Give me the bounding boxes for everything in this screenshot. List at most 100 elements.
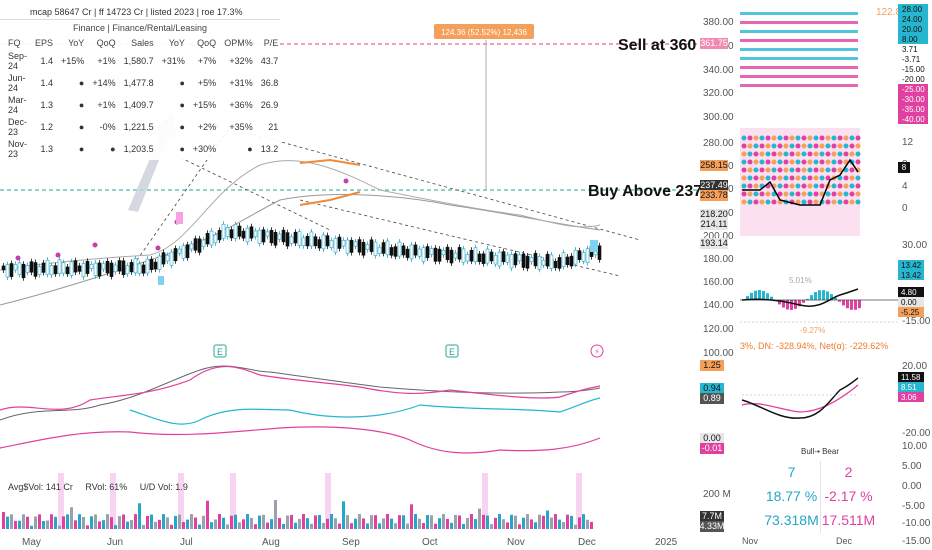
table-cell: 1,203.5 (123, 144, 154, 154)
stock-header: mcap 58647 Cr | ff 14723 Cr | listed 202… (0, 4, 280, 20)
svg-text:7.7M: 7.7M (702, 511, 722, 521)
hist-tag: 4.80 (901, 288, 917, 297)
table-cell: +1% (97, 56, 116, 66)
bull-bear-panel: Bull-▪ Bear 7 2 18.77 % -2.17 % 73.318M … (764, 447, 876, 533)
time-tick: May (22, 537, 41, 548)
time-tick: Dec (578, 537, 596, 548)
table-cell: Jun-24 (8, 73, 26, 93)
right-scale-label: -3.71 (902, 55, 921, 64)
svg-text:0.94: 0.94 (703, 383, 721, 393)
table-cell: ● (179, 122, 185, 132)
right-top-value: 122.89 (876, 7, 907, 18)
table-cell: +14% (92, 78, 116, 88)
right-scale-label: 28.00 (902, 5, 923, 14)
trend-line-up (129, 129, 229, 271)
table-cell: +36% (229, 100, 253, 110)
table-header-cell: QoQ (197, 38, 217, 48)
hist-tick: 30.00 (902, 240, 927, 251)
listed-year: listed 2023 (150, 7, 195, 17)
price-tags: 361.75 258.15 237.49 233.78 218.20 214.1… (699, 38, 728, 532)
candlesticks (1, 123, 602, 285)
hist-label-neg: -9.27% (800, 326, 825, 335)
table-header-cell: Sales (131, 38, 154, 48)
time-tick: Oct (422, 537, 438, 548)
table-cell: 36.8 (260, 78, 279, 88)
split-event-icon[interactable]: ⚡ (590, 344, 604, 358)
price-tick: 200 M (703, 489, 731, 500)
svg-text:361.75: 361.75 (700, 38, 728, 48)
time-axis: May Jun Jul Aug Sep Oct Nov Dec 2025 (22, 537, 678, 548)
time-tick: Jun (107, 537, 123, 548)
mcap: mcap 58647 Cr (30, 7, 92, 17)
table-header-cell: OPM% (224, 38, 253, 48)
table-cell: 1,580.7 (123, 56, 154, 66)
ma-slow (0, 194, 601, 306)
table-cell: +31% (161, 56, 185, 66)
channel-bottom (299, 199, 621, 277)
macd-tag: 8.51 (901, 383, 917, 392)
sell-annotation: Sell at 360 (618, 37, 696, 54)
svg-text:E: E (449, 347, 455, 357)
macd-tick: 5.00 (902, 461, 922, 472)
table-cell: +31% (229, 78, 253, 88)
right-scale-label: -25.00 (902, 85, 925, 94)
hist-tag: 13.42 (901, 261, 922, 270)
price-tick: 200.00 (703, 231, 734, 242)
hist-label-pos: 5.01% (789, 276, 812, 285)
hist-tag: -5.25 (901, 308, 920, 317)
table-cell: +7% (197, 56, 217, 66)
macd-tick: 0.00 (902, 481, 922, 492)
channel-mid (174, 154, 331, 231)
table-cell: 1.2 (40, 122, 54, 132)
indicator-line-cyan (129, 397, 601, 425)
measure-label: 124.36 (52.52%) 12,436 (441, 28, 527, 37)
table-header-cell: QoQ (96, 38, 116, 48)
channel-top (229, 127, 641, 241)
table-header-cell: EPS (35, 38, 54, 48)
svg-text:4.33M: 4.33M (699, 521, 724, 531)
table-cell: ● (179, 100, 185, 110)
macd-tag: 3.06 (901, 393, 917, 402)
table-cell: +1% (97, 100, 116, 110)
table-cell: 1.4 (40, 78, 54, 88)
table-header-cell: YoY (68, 38, 85, 48)
table-cell: +32% (229, 56, 253, 66)
roe: roe 17.3% (201, 7, 243, 17)
time-tick: Sep (342, 537, 360, 548)
right-panel: 122.89 28.0024.0020.008.003.71-3.71-15.0… (740, 4, 931, 547)
table-cell: ● (78, 100, 85, 110)
sector-label: Finance | Finance/Rental/Leasing (73, 23, 207, 33)
table-header-cell: P/E (263, 38, 279, 48)
up-down-volume: U/D Vol: 1.9 (139, 482, 188, 492)
price-tick: 180.00 (703, 254, 734, 265)
right-scale-label: -30.00 (902, 95, 925, 104)
svg-text:193.14: 193.14 (700, 238, 728, 248)
table-row: Mar-24 1.3 ● +1% 1,409.7 ● +15% +36% 26.9 (0, 94, 282, 116)
right-scale-label: -15.00 (902, 65, 925, 74)
price-tick: 320.00 (703, 88, 734, 99)
table-cell: 1.4 (40, 56, 54, 66)
macd-tick: -5.00 (902, 501, 925, 512)
macd-tick: -15.00 (902, 536, 931, 547)
svg-text:233.78: 233.78 (700, 190, 728, 200)
earnings-event-2[interactable]: E (445, 344, 459, 358)
table-cell: 43.7 (260, 56, 279, 66)
table-cell: Mar-24 (8, 95, 27, 115)
table-row: Jun-24 1.4 ● +14% 1,477.8 ● +5% +31% 36.8 (0, 72, 282, 94)
avg-dollar-volume: Avg$Vol: 141 Cr (8, 482, 73, 492)
fundamentals-panel: mcap 58647 Cr | ff 14723 Cr | listed 202… (0, 4, 280, 160)
osc-line (742, 158, 859, 206)
price-tick: 140.00 (703, 300, 734, 311)
earnings-event-1[interactable]: E (213, 344, 227, 358)
osc-tick: 0 (902, 203, 908, 214)
right-scale-label: 3.71 (902, 45, 918, 54)
table-cell: ● (179, 144, 185, 154)
macd-tag: 11.58 (901, 373, 921, 382)
time-tick: Nov (507, 537, 525, 548)
relative-volume: RVol: 61% (85, 482, 128, 492)
price-tick: 340.00 (703, 65, 734, 76)
macd-tick: -20.00 (902, 428, 931, 439)
indicator-line-pink (0, 365, 601, 411)
svg-text:-0.01: -0.01 (702, 443, 723, 453)
